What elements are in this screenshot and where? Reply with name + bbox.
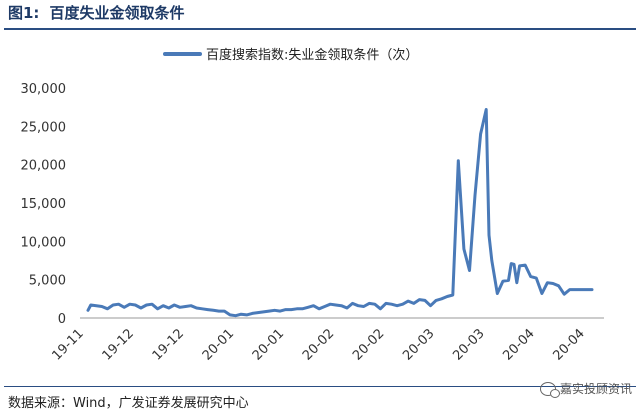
x-tick-label: 20-03: [450, 326, 487, 363]
y-tick-label: 10,000: [21, 235, 67, 250]
x-tick-label: 20-02: [300, 326, 337, 363]
watermark-text: 嘉实投顾资讯: [559, 382, 632, 396]
x-tick-label: 20-01: [250, 326, 287, 363]
x-axis: 19-11 19-12 19-12 20-01 20-01 20-02 20-02 20-03…: [50, 317, 604, 364]
series-layer: [86, 108, 594, 318]
x-tick-label: 20-04: [500, 326, 537, 363]
legend-label: 百度搜索指数:失业金领取条件（次）: [206, 47, 418, 63]
x-tick-label: 20-01: [200, 326, 237, 363]
x-tick-label: 20-02: [350, 326, 387, 363]
figure-title: 图1: 百度失业金领取条件: [8, 2, 184, 24]
top-rule: [4, 28, 636, 30]
legend: 百度搜索指数:失业金领取条件（次）: [163, 47, 418, 63]
series-line: [86, 108, 594, 318]
figure-title-text: 百度失业金领取条件: [49, 4, 185, 22]
y-tick-label: 25,000: [21, 120, 67, 135]
wechat-icon: [539, 381, 560, 398]
y-axis: 0 5,000 10,000 15,000 20,000 25,000 30,000: [21, 82, 67, 327]
y-tick-label: 15,000: [21, 197, 67, 212]
watermark: 嘉实投顾资讯: [539, 380, 632, 398]
x-tick-label: 19-11: [50, 326, 87, 363]
x-tick-label: 20-04: [551, 326, 588, 363]
y-tick-label: 5,000: [29, 274, 66, 289]
y-tick-label: 30,000: [21, 82, 67, 97]
figure-label: 图1:: [8, 4, 40, 22]
x-tick-label: 19-12: [150, 326, 187, 363]
bottom-rule: [4, 386, 636, 387]
y-tick-label: 20,000: [21, 159, 67, 174]
source-note: 数据来源：Wind，广发证券发展研究中心: [8, 396, 249, 411]
chart-svg: 百度搜索指数:失业金领取条件（次） 0 5,000 10,000 15,000 20,0…: [21, 47, 604, 364]
x-tick-label: 19-12: [100, 326, 137, 363]
x-tick-label: 20-03: [400, 326, 437, 363]
y-tick-label: 0: [58, 312, 66, 327]
